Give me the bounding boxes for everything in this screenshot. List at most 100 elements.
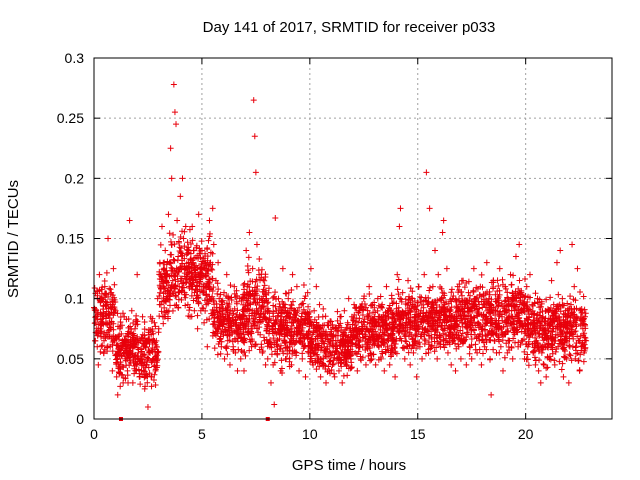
series-0-point-416 [541,361,548,368]
series-0-point-164 [269,325,276,332]
data-point-1047 [241,349,248,356]
series-0-point-190 [297,337,304,344]
data-point-716 [170,256,177,263]
series-0-point-77 [175,253,182,260]
data-point-3283 [553,305,560,312]
data-point-2390 [401,331,408,338]
data-point-955 [229,314,236,321]
series-0-point-31 [125,331,132,338]
data-point-689 [168,264,175,271]
series-0-point-390 [512,253,519,260]
series-0-point-244 [355,337,362,344]
data-point-1177 [254,283,261,290]
data-point-521 [156,271,163,278]
data-point-1016 [240,338,247,345]
data-point-2627 [516,277,523,284]
series-0-point-331 [449,295,456,302]
points [91,81,590,421]
data-point-2956 [458,289,465,296]
data-point-390 [141,368,148,375]
data-point-1741 [337,356,344,363]
data-point-3327 [535,344,542,351]
data-point-826 [230,310,237,317]
data-point-2883 [464,331,471,338]
series-0-point-397 [520,307,527,314]
data-point-999 [211,301,218,308]
series-0-point-434 [560,373,567,380]
data-point-741 [196,250,203,257]
data-point-404 [118,322,125,329]
series-0-point-242 [353,325,360,332]
data-point-2484 [452,324,459,331]
data-point-2525 [409,336,416,343]
data-point-3414 [571,306,578,313]
data-point-797 [188,269,195,276]
data-point-1457 [300,281,307,288]
data-point-141 [98,343,105,350]
data-point-1195 [255,319,262,326]
data-point-767 [180,284,187,291]
series-0-point-128 [230,343,237,350]
data-point-102 [107,286,114,293]
series-0-point-92 [191,307,198,314]
data-point-3049 [547,356,554,363]
series-0-point-87 [185,247,192,254]
series-0-point-228 [338,349,345,356]
series-0-point-49 [144,403,151,410]
series-0-point-362 [482,313,489,320]
data-point-1199 [244,302,251,309]
data-point-762 [187,241,194,248]
series-0-point-120 [221,355,228,362]
data-point-3051 [567,293,574,300]
data-point-3108 [559,360,566,367]
data-point-2955 [486,337,493,344]
series-0-point-408 [532,361,539,368]
data-point-634 [188,292,195,299]
series-0-point-33 [127,349,134,356]
data-point-1445 [296,338,303,345]
data-point-2094 [385,337,392,344]
data-point-1806 [392,340,399,347]
series-0-point-322 [439,229,446,236]
data-point-1165 [244,316,251,323]
series-0-point-113 [214,325,221,332]
series-0-point-166 [271,401,278,408]
series-0-point-257 [369,301,376,308]
data-point-1018 [241,286,248,293]
data-point-3403 [543,335,550,342]
data-point-1928 [370,326,377,333]
data-point-3413 [531,323,538,330]
series-0-point-436 [562,307,569,314]
data-point-2792 [508,307,515,314]
data-point-1183 [245,319,252,326]
series-0-point-300 [415,283,422,290]
data-point-2126 [422,350,429,357]
series-0-point-249 [360,295,367,302]
data-point-372 [134,352,141,359]
data-point-3397 [532,334,539,341]
data-point-561 [170,231,177,238]
data-point-2987 [503,308,510,315]
series-0-point-160 [264,355,271,362]
data-point-2284 [423,309,430,316]
data-point-2083 [352,341,359,348]
series-0-point-5 [97,325,104,332]
data-point-277 [129,334,136,341]
series-0-point-175 [280,337,287,344]
data-point-2519 [399,310,406,317]
series-0-point-130 [232,349,239,356]
series-0-point-280 [394,271,401,278]
data-point-2981 [514,312,521,319]
data-point-746 [169,307,176,314]
series-0-point-42 [137,337,144,344]
data-point-2837 [465,305,472,312]
data-point-761 [186,263,193,270]
series-0-point-407 [531,319,538,326]
data-point-832 [209,288,216,295]
series-0-point-183 [289,271,296,278]
data-point-3387 [568,309,575,316]
data-point-1383 [277,342,284,349]
data-point-2429 [394,324,401,331]
data-point-1176 [253,276,260,283]
data-point-1315 [290,319,297,326]
